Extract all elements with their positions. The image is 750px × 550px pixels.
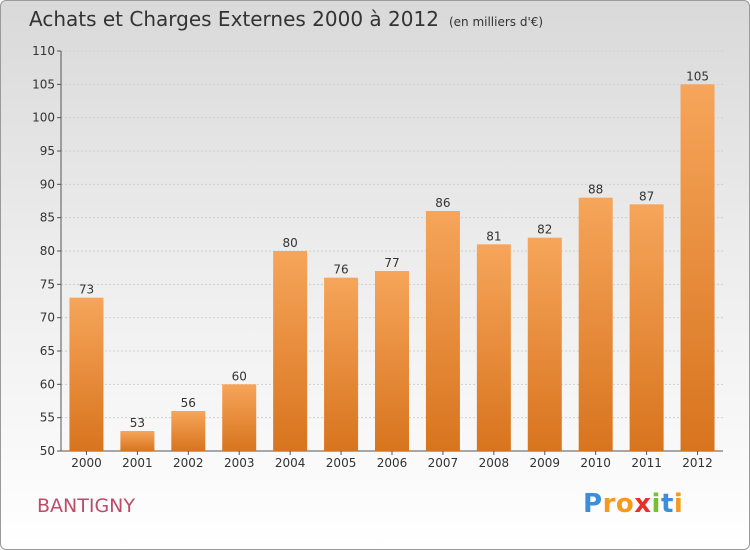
x-tick-label: 2005 xyxy=(326,456,357,470)
bar-value-label: 73 xyxy=(79,283,94,297)
bar-value-label: 87 xyxy=(639,189,654,203)
y-tick-label: 80 xyxy=(40,244,55,258)
chart-subtitle: (en milliers d'€) xyxy=(448,15,544,29)
y-tick-label: 85 xyxy=(40,211,55,225)
y-tick-label: 105 xyxy=(32,77,55,91)
y-tick-label: 70 xyxy=(40,311,55,325)
x-tick-label: 2010 xyxy=(580,456,611,470)
x-tick-label: 2000 xyxy=(71,456,102,470)
bar xyxy=(578,197,613,451)
y-tick-label: 60 xyxy=(40,377,55,391)
y-tick-label: 50 xyxy=(40,444,55,458)
bar-value-label: 56 xyxy=(181,396,196,410)
bar xyxy=(375,271,409,451)
x-tick-label: 2004 xyxy=(275,456,306,470)
x-tick-label: 2003 xyxy=(224,456,255,470)
bar-value-label: 105 xyxy=(686,69,709,83)
x-tick-label: 2009 xyxy=(529,456,560,470)
y-tick-label: 55 xyxy=(40,411,55,425)
bar-value-label: 88 xyxy=(588,183,603,197)
logo-letter: r xyxy=(602,489,616,519)
bar xyxy=(171,411,206,451)
y-tick-label: 110 xyxy=(32,44,55,58)
bar xyxy=(69,297,104,451)
logo-letter: x xyxy=(634,489,652,519)
bar-value-label: 60 xyxy=(232,369,247,383)
bar-value-label: 80 xyxy=(283,236,298,250)
logo-letter: P xyxy=(583,489,603,519)
bar-value-label: 53 xyxy=(130,416,145,430)
bar xyxy=(527,237,562,451)
x-tick-label: 2007 xyxy=(428,456,459,470)
proxiti-logo: Proxiti xyxy=(583,489,683,519)
bar xyxy=(425,211,460,451)
x-tick-label: 2011 xyxy=(631,456,662,470)
bar xyxy=(324,277,359,451)
chart-title: Achats et Charges Externes 2000 à 2012 (e… xyxy=(29,7,543,31)
y-tick-label: 100 xyxy=(32,111,55,125)
logo-letter: o xyxy=(615,489,635,519)
bar-value-label: 86 xyxy=(435,196,450,210)
logo-letter: i xyxy=(651,489,661,519)
bar xyxy=(120,431,155,451)
bar-value-label: 81 xyxy=(486,229,501,243)
bar-value-label: 77 xyxy=(384,256,399,270)
x-tick-label: 2008 xyxy=(479,456,510,470)
x-tick-label: 2012 xyxy=(682,456,713,470)
x-tick-label: 2001 xyxy=(122,456,153,470)
bar xyxy=(476,244,511,451)
y-tick-label: 65 xyxy=(40,344,55,358)
bar-value-label: 76 xyxy=(333,263,348,277)
y-tick-label: 95 xyxy=(40,144,55,158)
commune-name: BANTIGNY xyxy=(37,495,135,517)
logo-letter: t xyxy=(660,489,674,519)
x-tick-label: 2002 xyxy=(173,456,204,470)
bar xyxy=(680,84,715,451)
y-tick-label: 90 xyxy=(40,177,55,191)
chart-title-text: Achats et Charges Externes 2000 à 2012 xyxy=(29,7,439,31)
bar-value-label: 82 xyxy=(537,223,552,237)
bar xyxy=(273,251,308,451)
logo-letter: i xyxy=(673,489,684,519)
y-tick-label: 75 xyxy=(40,277,55,291)
bar xyxy=(222,384,257,451)
x-tick-label: 2006 xyxy=(377,456,408,470)
bar xyxy=(629,204,664,451)
